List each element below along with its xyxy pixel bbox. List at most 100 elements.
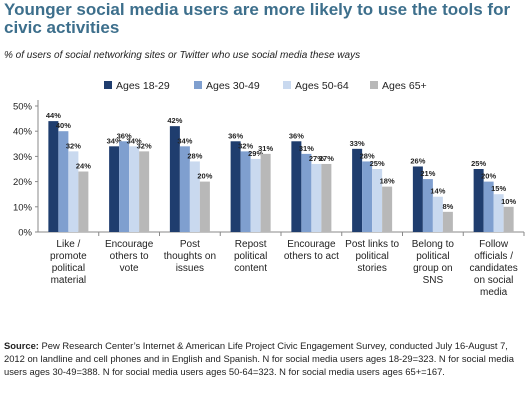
bar xyxy=(169,126,180,232)
data-label: 29% xyxy=(248,149,263,158)
category-label: content xyxy=(234,263,267,274)
data-label: 28% xyxy=(187,151,202,160)
data-label: 15% xyxy=(491,184,506,193)
category-label: thoughts on xyxy=(164,251,216,262)
bar xyxy=(109,146,120,232)
bar xyxy=(372,169,383,232)
category-label: political xyxy=(52,263,85,274)
data-label: 33% xyxy=(350,139,365,148)
bar xyxy=(230,141,241,232)
bar xyxy=(68,151,79,232)
bar xyxy=(240,151,251,232)
bar xyxy=(432,196,443,232)
category-label: officials / xyxy=(474,251,513,262)
y-tick-label: 10% xyxy=(13,202,33,213)
bar xyxy=(382,186,393,232)
bar xyxy=(422,179,433,232)
bar xyxy=(48,121,59,232)
bar xyxy=(199,181,210,232)
bar xyxy=(250,158,261,232)
data-label: 20% xyxy=(197,172,212,181)
bar xyxy=(442,211,453,232)
source-label: Source: xyxy=(4,340,39,351)
data-label: 44% xyxy=(46,111,61,120)
data-label: 28% xyxy=(360,151,375,160)
bar xyxy=(189,161,200,232)
data-label: 34% xyxy=(177,136,192,145)
legend-swatch xyxy=(104,81,112,89)
category-label: political xyxy=(234,251,267,262)
data-label: 27% xyxy=(309,154,324,163)
data-label: 32% xyxy=(238,141,253,150)
bar xyxy=(362,161,373,232)
bar xyxy=(483,181,494,232)
category-label: Belong to xyxy=(412,239,455,250)
category-label: promote xyxy=(50,251,87,262)
bar xyxy=(301,153,312,232)
bar xyxy=(412,166,423,232)
category-label: Repost xyxy=(235,239,267,250)
category-label: others to act xyxy=(284,251,339,262)
data-label: 36% xyxy=(289,131,304,140)
bar xyxy=(139,151,150,232)
bar xyxy=(503,206,514,232)
y-tick-label: 40% xyxy=(13,127,33,138)
y-tick-label: 20% xyxy=(13,177,33,188)
bar xyxy=(119,141,130,232)
category-label: SNS xyxy=(423,275,444,286)
y-tick-label: 50% xyxy=(13,102,33,113)
data-label: 10% xyxy=(501,197,516,206)
data-label: 8% xyxy=(442,202,453,211)
category-label: Encourage xyxy=(287,239,336,250)
data-label: 14% xyxy=(430,187,445,196)
data-label: 40% xyxy=(56,121,71,130)
data-label: 31% xyxy=(299,144,314,153)
legend-swatch xyxy=(194,81,202,89)
category-label: candidates xyxy=(469,263,517,274)
bar xyxy=(129,146,140,232)
category-label: others to xyxy=(110,251,149,262)
category-label: political xyxy=(355,251,388,262)
data-label: 27% xyxy=(319,154,334,163)
category-label: issues xyxy=(176,263,204,274)
data-label: 25% xyxy=(471,159,486,168)
category-label: on social xyxy=(474,275,513,286)
category-label: Encourage xyxy=(105,239,154,250)
data-label: 34% xyxy=(127,136,142,145)
category-label: Like / xyxy=(56,239,80,250)
data-label: 32% xyxy=(137,141,152,150)
bar xyxy=(493,194,504,232)
category-label: stories xyxy=(357,263,386,274)
data-label: 36% xyxy=(117,131,132,140)
legend-label: Ages 18-29 xyxy=(116,80,170,92)
data-label: 20% xyxy=(481,172,496,181)
category-label: vote xyxy=(120,263,139,274)
category-label: Post xyxy=(180,239,200,250)
category-label: material xyxy=(51,275,87,286)
chart-subtitle: % of users of social networking sites or… xyxy=(4,50,361,61)
y-tick-label: 0% xyxy=(18,228,32,239)
data-label: 18% xyxy=(380,177,395,186)
legend-swatch xyxy=(370,81,378,89)
bar xyxy=(321,163,332,232)
data-label: 31% xyxy=(258,144,273,153)
source-text: Pew Research Center’s Internet & America… xyxy=(4,340,514,377)
bar xyxy=(291,141,302,232)
data-label: 32% xyxy=(66,141,81,150)
category-label: Post links to xyxy=(345,239,399,250)
chart-title: Younger social media users are more like… xyxy=(4,0,511,37)
legend-label: Ages 65+ xyxy=(382,80,427,92)
bar xyxy=(179,146,190,232)
category-label: media xyxy=(480,287,508,298)
data-label: 24% xyxy=(76,162,91,171)
bar xyxy=(473,169,484,232)
legend-label: Ages 30-49 xyxy=(206,80,260,92)
data-label: 36% xyxy=(228,131,243,140)
legend-label: Ages 50-64 xyxy=(295,80,349,92)
category-label: Follow xyxy=(479,239,509,250)
bar xyxy=(78,171,89,232)
bar xyxy=(260,153,271,232)
data-label: 34% xyxy=(107,136,122,145)
category-label: political xyxy=(416,251,449,262)
bar xyxy=(58,131,69,232)
